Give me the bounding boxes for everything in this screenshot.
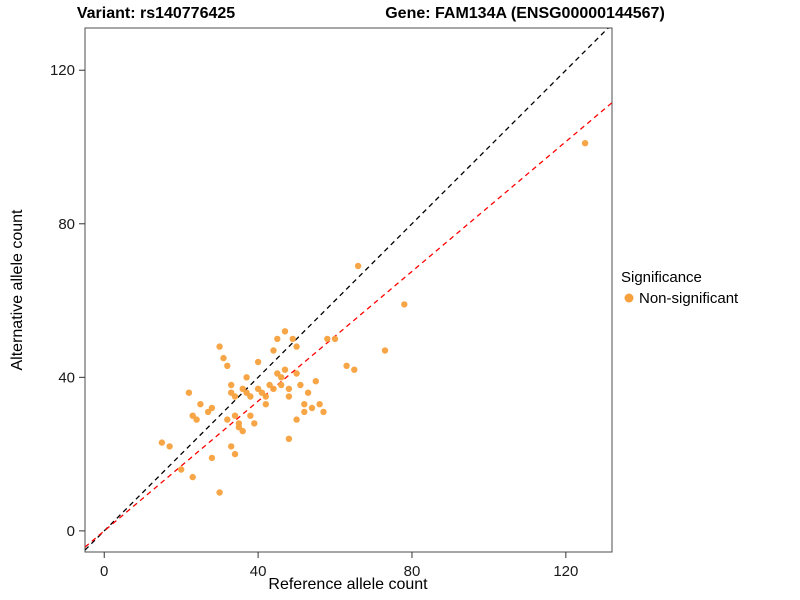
data-point	[224, 416, 231, 423]
data-point	[185, 389, 193, 396]
data-point	[197, 401, 204, 408]
scatter-points	[158, 140, 589, 496]
data-point	[297, 381, 304, 389]
y-axis-label: Alternative allele count	[9, 209, 26, 371]
legend-entry-label: Non-significant	[639, 290, 739, 307]
legend-title: Significance	[621, 269, 702, 286]
data-point	[178, 466, 185, 473]
data-point	[189, 473, 196, 481]
data-point	[285, 393, 293, 400]
data-point	[231, 412, 239, 419]
x-tick-label: 0	[100, 563, 108, 580]
legend: Significance Non-significant	[621, 269, 739, 307]
data-point	[281, 366, 289, 373]
data-point	[247, 393, 254, 400]
x-axis: 0 40 80 120	[100, 552, 578, 580]
data-point	[251, 420, 258, 427]
data-point	[262, 393, 269, 400]
data-point	[193, 416, 200, 423]
data-point	[278, 381, 285, 389]
y-tick-label: 40	[58, 369, 75, 386]
data-point	[331, 335, 339, 343]
data-point	[301, 408, 308, 416]
data-point	[293, 343, 300, 350]
data-point	[285, 435, 293, 442]
data-point	[320, 408, 327, 416]
data-point	[293, 416, 300, 423]
reference-lines	[85, 28, 612, 551]
data-point	[304, 389, 312, 396]
data-point	[208, 404, 216, 412]
data-point	[189, 412, 196, 419]
plot-title-variant: Variant: rs140776425	[77, 5, 235, 22]
data-point	[324, 335, 331, 343]
data-point	[316, 401, 323, 408]
y-tick-label: 0	[67, 523, 75, 540]
data-point	[274, 335, 281, 343]
data-point	[243, 374, 250, 381]
data-point	[351, 366, 358, 373]
data-point	[216, 489, 223, 496]
data-point	[289, 335, 296, 343]
plot-title-gene: Gene: FAM134A (ENSG00000144567)	[385, 5, 665, 22]
data-point	[239, 427, 246, 435]
fit-line	[85, 102, 612, 548]
identity-line	[85, 28, 610, 551]
data-point	[270, 347, 277, 354]
data-point	[281, 328, 289, 335]
data-point	[254, 358, 262, 366]
data-point	[343, 362, 350, 369]
data-point	[166, 443, 173, 450]
data-point	[285, 385, 293, 392]
y-tick-label: 80	[58, 216, 75, 233]
data-point	[231, 450, 239, 458]
data-point	[581, 140, 589, 147]
data-point	[308, 404, 316, 412]
data-point	[224, 362, 231, 369]
data-point	[401, 301, 408, 308]
data-point	[262, 401, 269, 408]
data-point	[228, 443, 235, 450]
data-point	[216, 343, 223, 350]
x-axis-label: Reference allele count	[268, 576, 428, 593]
data-point	[354, 262, 362, 270]
data-point	[301, 401, 308, 408]
data-point	[231, 393, 239, 400]
data-point	[239, 385, 246, 392]
data-point	[278, 374, 285, 381]
data-point	[270, 385, 277, 392]
y-axis: 0 40 80 120	[50, 62, 85, 540]
legend-point-icon	[624, 293, 634, 303]
data-point	[247, 412, 254, 419]
data-point	[158, 439, 166, 446]
data-point	[208, 454, 216, 462]
data-point	[381, 347, 389, 354]
data-point	[228, 381, 235, 389]
y-tick-label: 120	[50, 62, 75, 79]
x-tick-label: 120	[553, 563, 578, 580]
plot-panel	[84, 27, 613, 553]
x-tick-label: 40	[250, 563, 267, 580]
data-point	[220, 354, 227, 362]
data-point	[293, 370, 300, 377]
x-tick-label: 80	[404, 563, 421, 580]
data-point	[312, 378, 319, 385]
